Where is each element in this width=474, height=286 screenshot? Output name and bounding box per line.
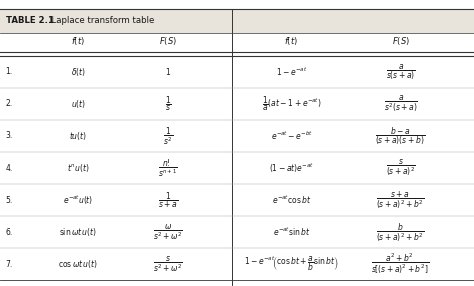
Text: $\dfrac{1}{s^2}$: $\dfrac{1}{s^2}$ xyxy=(163,125,173,147)
Text: $\dfrac{n!}{s^{n+1}}$: $\dfrac{n!}{s^{n+1}}$ xyxy=(158,157,178,179)
Text: $\dfrac{1}{a}(at-1+e^{-at})$: $\dfrac{1}{a}(at-1+e^{-at})$ xyxy=(262,95,321,113)
Text: $e^{-at}u(t)$: $e^{-at}u(t)$ xyxy=(63,193,93,207)
Text: 3.: 3. xyxy=(6,132,13,140)
Text: $\mathit{F}(S)$: $\mathit{F}(S)$ xyxy=(392,35,410,47)
Text: TABLE 2.1: TABLE 2.1 xyxy=(6,16,54,25)
Text: $1-e^{-at}$: $1-e^{-at}$ xyxy=(276,65,307,78)
Text: $tu(t)$: $tu(t)$ xyxy=(69,130,87,142)
Text: $\cos\omega t\,u(t)$: $\cos\omega t\,u(t)$ xyxy=(58,258,98,270)
Text: $\dfrac{1}{s}$: $\dfrac{1}{s}$ xyxy=(165,95,172,113)
Text: 5.: 5. xyxy=(6,196,13,204)
Text: $\dfrac{s}{(s+a)^2}$: $\dfrac{s}{(s+a)^2}$ xyxy=(386,158,415,178)
Text: $\dfrac{s+a}{(s+a)^2+b^2}$: $\dfrac{s+a}{(s+a)^2+b^2}$ xyxy=(376,189,425,211)
Text: $u(t)$: $u(t)$ xyxy=(71,98,86,110)
Text: 1.: 1. xyxy=(6,67,13,76)
Text: $(1-at)e^{-at}$: $(1-at)e^{-at}$ xyxy=(269,161,314,175)
Text: 4.: 4. xyxy=(6,164,13,172)
Text: $\dfrac{b}{(s+a)^2+b^2}$: $\dfrac{b}{(s+a)^2+b^2}$ xyxy=(376,221,425,244)
Text: $\mathit{f}(t)$: $\mathit{f}(t)$ xyxy=(284,35,299,47)
Text: $\mathit{f}(t)$: $\mathit{f}(t)$ xyxy=(71,35,85,47)
Text: $\dfrac{b-a}{(s+a)(s+b)}$: $\dfrac{b-a}{(s+a)(s+b)}$ xyxy=(375,125,426,147)
Text: $\delta(t)$: $\delta(t)$ xyxy=(71,66,86,78)
Text: $\dfrac{a}{s(s+a)}$: $\dfrac{a}{s(s+a)}$ xyxy=(385,62,416,82)
Text: $\mathit{F}(S)$: $\mathit{F}(S)$ xyxy=(159,35,177,47)
Text: $e^{-at}\sin bt$: $e^{-at}\sin bt$ xyxy=(273,226,310,238)
Text: $\dfrac{\omega}{s^2+\omega^2}$: $\dfrac{\omega}{s^2+\omega^2}$ xyxy=(154,222,183,242)
Text: 2.: 2. xyxy=(6,99,13,108)
Bar xyxy=(0,9,474,33)
Text: $1$: $1$ xyxy=(165,66,171,77)
Text: $e^{-at}\cos bt$: $e^{-at}\cos bt$ xyxy=(272,194,311,206)
Text: $t^n u(t)$: $t^n u(t)$ xyxy=(67,162,90,174)
Text: $\dfrac{a}{s^2(s+a)}$: $\dfrac{a}{s^2(s+a)}$ xyxy=(383,94,418,114)
Text: $e^{-at}-e^{-bt}$: $e^{-at}-e^{-bt}$ xyxy=(271,130,312,142)
Text: $\dfrac{a^2+b^2}{s[(s+a)^2+b^2]}$: $\dfrac{a^2+b^2}{s[(s+a)^2+b^2]}$ xyxy=(372,252,429,276)
Text: $\sin\omega t\,u(t)$: $\sin\omega t\,u(t)$ xyxy=(59,226,97,238)
Text: $\dfrac{s}{s^2+\omega^2}$: $\dfrac{s}{s^2+\omega^2}$ xyxy=(154,254,183,274)
Text: 7.: 7. xyxy=(6,260,13,269)
Text: Laplace transform table: Laplace transform table xyxy=(46,16,155,25)
Text: $\dfrac{1}{s+a}$: $\dfrac{1}{s+a}$ xyxy=(158,190,178,210)
Text: $1-e^{-at}\!\left(\cos bt+\dfrac{a}{b}\sin bt\right)$: $1-e^{-at}\!\left(\cos bt+\dfrac{a}{b}\s… xyxy=(244,255,339,273)
Text: 6.: 6. xyxy=(6,228,13,237)
